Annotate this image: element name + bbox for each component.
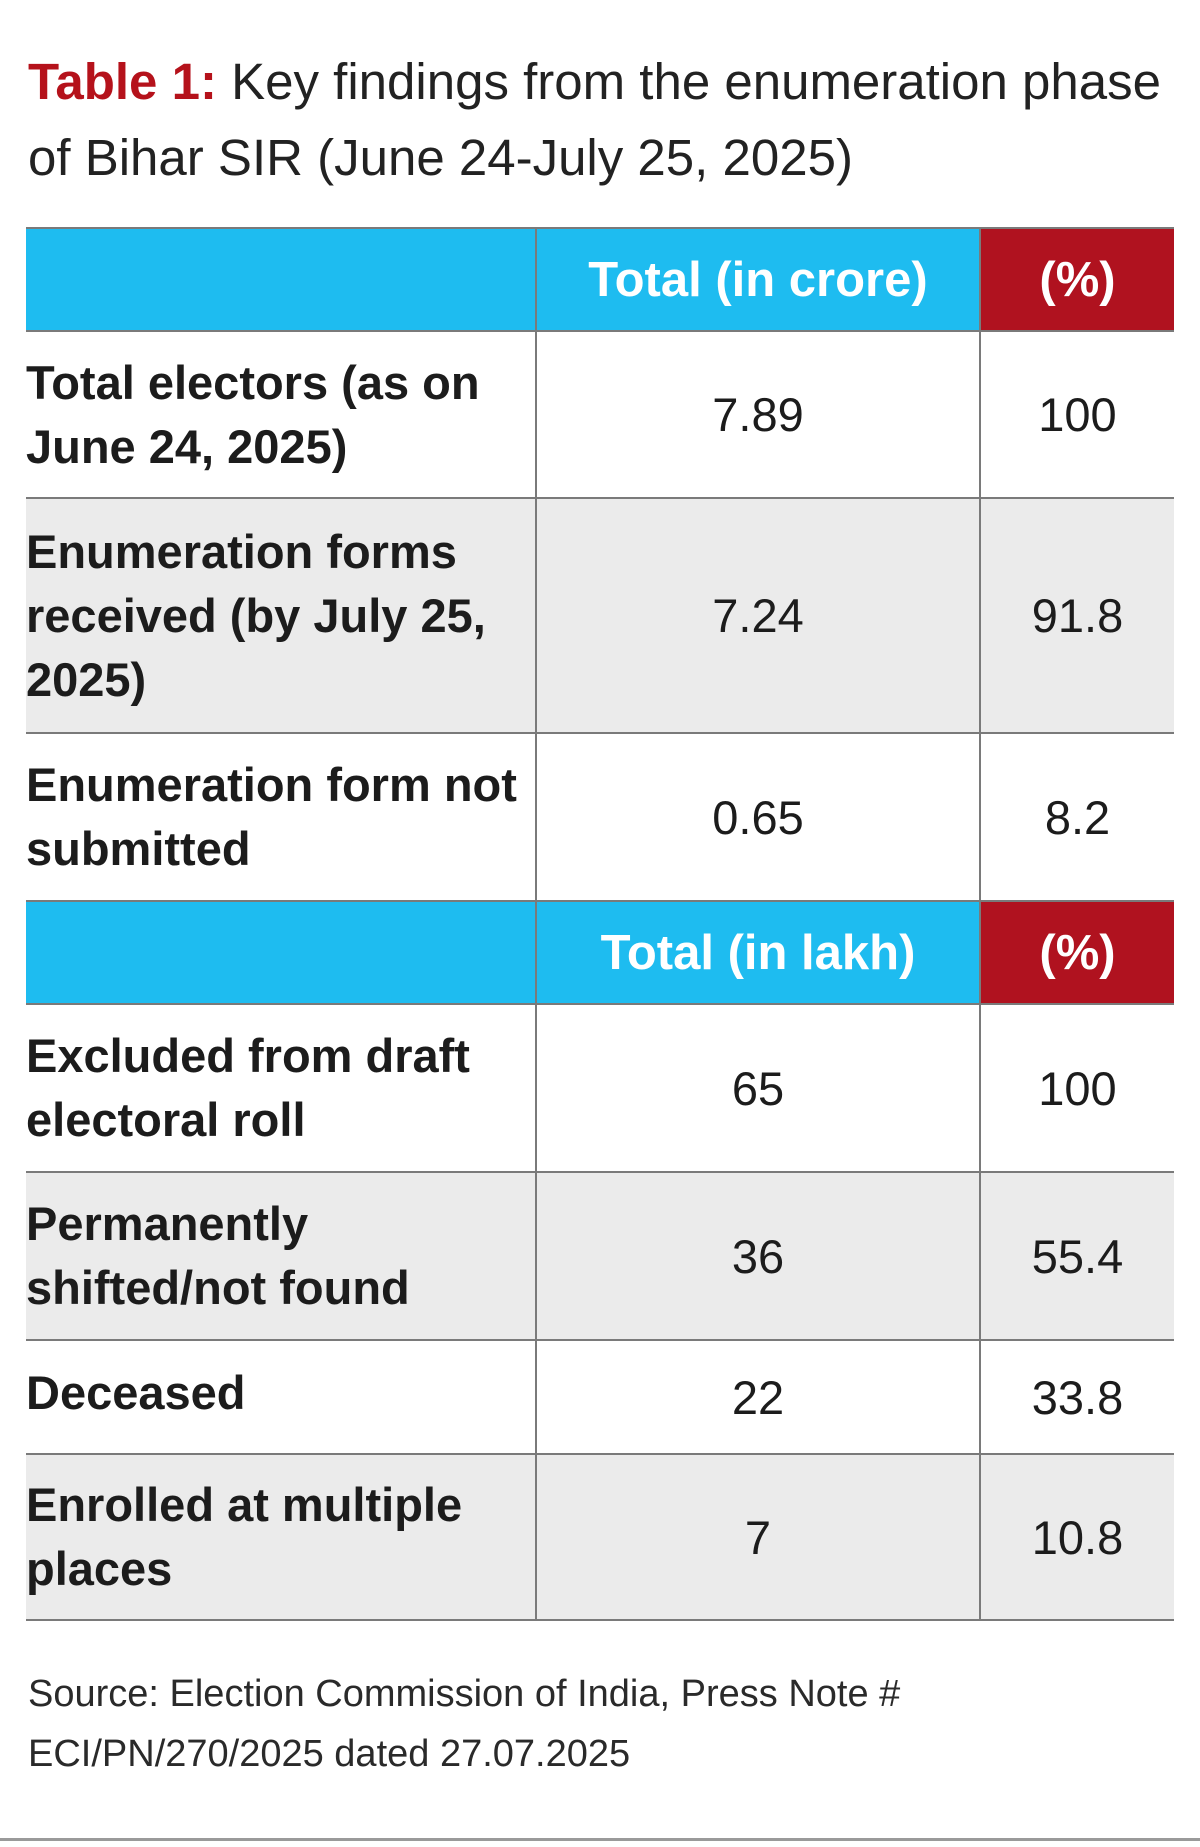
row-label: Permanently shifted/not found	[26, 1171, 537, 1341]
table-title-text: Key findings from the enumeration phase …	[28, 53, 1161, 186]
row-label: Excluded from draft electoral roll	[26, 1003, 537, 1173]
row-label: Enumeration form not submitted	[26, 732, 537, 902]
row-label: Enrolled at multiple places	[26, 1453, 537, 1621]
row-total-value: 36	[535, 1171, 981, 1341]
header-blank-cell	[26, 900, 537, 1005]
table-row: Total electors (as on June 24, 2025) 7.8…	[26, 330, 1174, 499]
row-percent-value: 33.8	[979, 1339, 1174, 1455]
section-header-lakh: Total (in lakh) (%)	[26, 900, 1174, 1005]
row-total-value: 0.65	[535, 732, 981, 902]
section-header-crore: Total (in crore) (%)	[26, 227, 1174, 332]
row-label: Enumeration forms received (by July 25, …	[26, 497, 537, 734]
table-row: Enumeration forms received (by July 25, …	[26, 497, 1174, 734]
row-total-value: 65	[535, 1003, 981, 1173]
row-percent-value: 91.8	[979, 497, 1174, 734]
header-total-crore: Total (in crore)	[535, 227, 981, 332]
table-row: Enumeration form not submitted 0.65 8.2	[26, 732, 1174, 902]
row-percent-value: 55.4	[979, 1171, 1174, 1341]
row-percent-value: 10.8	[979, 1453, 1174, 1621]
table-row: Deceased 22 33.8	[26, 1339, 1174, 1455]
row-label: Total electors (as on June 24, 2025)	[26, 330, 537, 499]
header-total-lakh: Total (in lakh)	[535, 900, 981, 1005]
row-percent-value: 100	[979, 1003, 1174, 1173]
header-blank-cell	[26, 227, 537, 332]
row-total-value: 7.89	[535, 330, 981, 499]
table-row: Enrolled at multiple places 7 10.8	[26, 1453, 1174, 1621]
findings-table: Total (in crore) (%) Total electors (as …	[26, 227, 1174, 1621]
row-total-value: 7.24	[535, 497, 981, 734]
row-total-value: 7	[535, 1453, 981, 1621]
table-number-label: Table 1:	[28, 53, 217, 110]
row-percent-value: 8.2	[979, 732, 1174, 902]
source-note: Source: Election Commission of India, Pr…	[28, 1673, 901, 1775]
bottom-divider	[0, 1838, 1200, 1841]
table-title: Table 1: Key findings from the enumerati…	[28, 44, 1178, 196]
row-total-value: 22	[535, 1339, 981, 1455]
table-row: Excluded from draft electoral roll 65 10…	[26, 1003, 1174, 1173]
header-percent-lakh: (%)	[979, 900, 1174, 1005]
header-percent-crore: (%)	[979, 227, 1174, 332]
table-row: Permanently shifted/not found 36 55.4	[26, 1171, 1174, 1341]
row-percent-value: 100	[979, 330, 1174, 499]
row-label: Deceased	[26, 1339, 537, 1455]
